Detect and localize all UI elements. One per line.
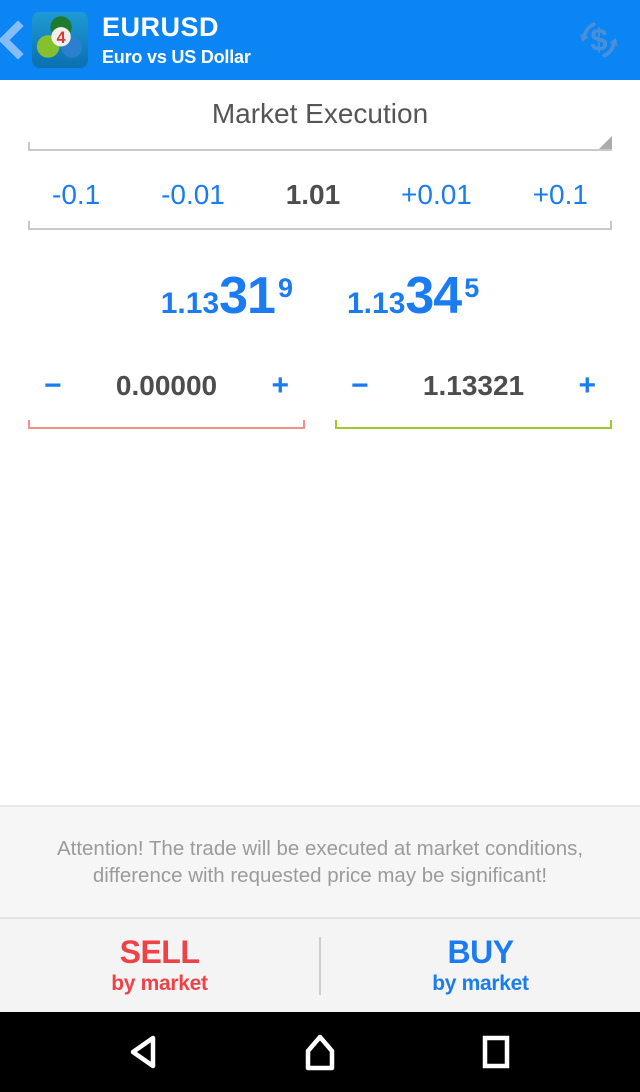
sell-price-digits: 31 [219, 267, 276, 325]
volume-inc-small-button[interactable]: +0.01 [401, 179, 472, 210]
action-divider [319, 936, 321, 995]
take-profit-value[interactable]: 1.13321 [422, 370, 525, 401]
volume-underline [28, 221, 612, 230]
buy-button-sub: by market [432, 972, 529, 995]
buy-price: 1.13 34 5 [347, 266, 479, 328]
stop-loss-minus-button[interactable]: − [44, 369, 62, 402]
buy-button[interactable]: BUY by market [321, 919, 640, 1012]
take-profit-plus-button[interactable]: + [578, 369, 596, 402]
logo-badge: 4 [57, 29, 66, 47]
buy-price-prefix: 1.13 [347, 287, 406, 320]
order-form: Market Execution -0.1 -0.01 1.01 +0.01 +… [0, 80, 640, 805]
stop-loss-value[interactable]: 0.00000 [115, 370, 218, 401]
quote-prices: 1.13 31 9 1.13 34 5 [0, 266, 640, 328]
sell-price: 1.13 31 9 [161, 266, 293, 328]
buy-price-pip: 5 [464, 273, 480, 303]
sl-tp-steppers: − 0.00000 + − 1.13321 + [0, 370, 640, 429]
sell-price-prefix: 1.13 [160, 287, 220, 320]
buy-price-digits: 34 [405, 267, 462, 325]
take-profit-stepper: − 1.13321 + [335, 370, 612, 429]
android-navbar [0, 1012, 640, 1092]
stop-loss-plus-button[interactable]: + [271, 369, 289, 402]
svg-text:$: $ [590, 22, 607, 57]
buy-button-label: BUY [447, 934, 514, 970]
currency-exchange-icon: $ [580, 22, 618, 58]
header-titles: EURUSD Euro vs US Dollar [102, 11, 576, 69]
dropdown-corner-icon [599, 136, 612, 149]
sell-button[interactable]: SELL by market [0, 919, 319, 1012]
take-profit-underline [335, 420, 612, 429]
attention-line-1: Attention! The trade will be executed at… [56, 837, 584, 860]
back-button[interactable] [0, 0, 30, 80]
order-type-spinner[interactable]: Market Execution [28, 98, 612, 151]
attention-line-2: difference with requested price may be s… [92, 864, 548, 887]
symbol-title: EURUSD [102, 12, 220, 42]
volume-dec-large-button[interactable]: -0.1 [52, 179, 101, 210]
stop-loss-stepper: − 0.00000 + [28, 370, 305, 429]
stop-loss-underline [28, 420, 305, 429]
volume-value: 1.01 [285, 179, 341, 210]
back-chevron-icon [0, 20, 24, 60]
action-bar: SELL by market BUY by market [0, 917, 640, 1012]
nav-home-icon[interactable] [302, 1030, 338, 1074]
mt4-logo: 4 [32, 12, 88, 68]
volume-stepper: -0.1 -0.01 1.01 +0.01 +0.1 [28, 179, 612, 221]
volume-inc-large-button[interactable]: +0.1 [532, 179, 588, 210]
sell-price-pip: 9 [277, 273, 293, 303]
nav-recents-icon[interactable] [478, 1030, 514, 1074]
volume-dec-small-button[interactable]: -0.01 [161, 179, 225, 210]
symbol-subtitle: Euro vs US Dollar [102, 47, 251, 67]
nav-back-icon[interactable] [126, 1030, 162, 1074]
sell-button-sub: by market [111, 972, 208, 995]
sell-button-label: SELL [119, 934, 200, 970]
app-header: 4 EURUSD Euro vs US Dollar $ [0, 0, 640, 80]
take-profit-minus-button[interactable]: − [351, 369, 369, 402]
attention-notice: Attention! The trade will be executed at… [0, 805, 640, 917]
order-type-label: Market Execution [211, 98, 429, 129]
spinner-underline [28, 142, 612, 151]
